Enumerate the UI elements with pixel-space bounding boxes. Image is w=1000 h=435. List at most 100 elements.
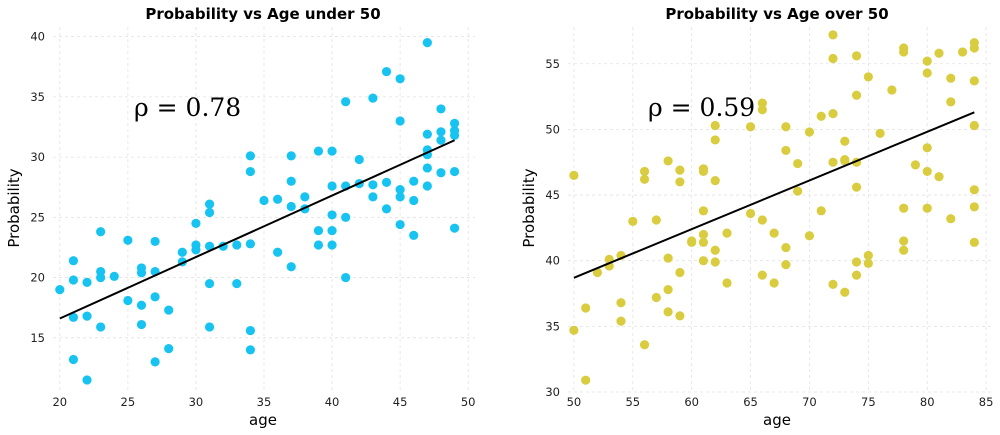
x-tick-label: 55 (625, 395, 640, 409)
data-point (177, 247, 187, 257)
x-tick-label: 75 (861, 395, 876, 409)
data-point (793, 186, 803, 196)
data-point (863, 250, 873, 261)
x-tick-label: 45 (393, 395, 408, 409)
data-point (409, 230, 419, 240)
x-tick-label: 80 (920, 395, 935, 409)
y-tick-label: 35 (30, 90, 45, 104)
x-tick-label: 50 (567, 395, 582, 409)
x-tick-label: 35 (257, 395, 272, 409)
data-point (663, 284, 673, 295)
data-point (969, 120, 979, 131)
data-point (82, 311, 92, 321)
x-tick-label: 20 (52, 395, 67, 409)
data-point (722, 228, 732, 238)
data-point (804, 231, 815, 241)
data-point (675, 311, 685, 321)
y-tick-label: 40 (30, 30, 45, 44)
data-point (899, 245, 909, 255)
data-point (204, 278, 215, 289)
data-point (757, 98, 767, 108)
data-point (327, 210, 337, 220)
data-point (922, 203, 932, 213)
data-point (863, 258, 873, 268)
data-point (698, 229, 709, 240)
y-axis-label: Probability (520, 168, 538, 247)
data-point (946, 97, 956, 107)
data-point (710, 176, 720, 186)
y-tick-label: 15 (30, 331, 45, 345)
data-point (286, 262, 296, 272)
correlation-annotation: ρ = 0.78 (134, 93, 241, 122)
data-point (449, 118, 460, 128)
data-point (946, 214, 956, 224)
data-point (675, 177, 685, 187)
data-point (910, 160, 921, 170)
data-point (109, 271, 119, 281)
data-point (651, 215, 661, 225)
data-point (436, 104, 446, 114)
y-tick-label: 30 (545, 385, 560, 399)
data-point (969, 202, 979, 212)
data-point (757, 105, 767, 115)
data-point (354, 154, 364, 165)
trend-line (573, 111, 975, 279)
x-axis-label: age (763, 411, 791, 429)
chart-under-50: 20 25 30 35 40 45 50 15 20 25 30 35 40 Probability v… (5, 5, 476, 429)
data-point (969, 185, 979, 195)
y-tick-label: 25 (30, 210, 45, 224)
data-point (313, 240, 324, 250)
data-point (436, 168, 446, 178)
data-point (757, 215, 767, 225)
data-point (245, 325, 255, 336)
data-point (341, 272, 351, 283)
data-point (368, 180, 378, 190)
data-point (663, 253, 673, 263)
data-point (136, 268, 147, 278)
data-point (722, 278, 732, 288)
data-point (828, 279, 838, 289)
data-point (922, 143, 932, 153)
data-point (828, 30, 838, 40)
data-point (395, 192, 405, 202)
scatter-points (569, 30, 979, 385)
y-axis-label: Probability (5, 168, 23, 247)
data-point (395, 116, 405, 126)
data-point (327, 181, 337, 191)
data-point (381, 204, 392, 214)
data-point (899, 203, 909, 213)
x-tick-label: 65 (743, 395, 758, 409)
data-point (327, 225, 337, 236)
data-point (204, 199, 215, 209)
data-point (745, 122, 756, 132)
y-tick-label: 20 (30, 271, 45, 285)
data-point (245, 151, 255, 161)
data-point (757, 270, 767, 280)
data-point (710, 135, 720, 145)
data-point (449, 166, 460, 177)
data-point (436, 135, 446, 145)
data-point (840, 156, 850, 166)
data-point (381, 66, 392, 77)
data-point (639, 174, 650, 184)
data-point (969, 43, 979, 53)
data-point (96, 272, 106, 283)
data-point (150, 236, 160, 247)
data-point (899, 236, 909, 246)
data-point (957, 47, 968, 57)
data-point (68, 312, 79, 322)
correlation-annotation: ρ = 0.59 (648, 93, 755, 122)
data-point (68, 256, 79, 266)
data-point (934, 172, 944, 182)
data-point (204, 241, 215, 251)
data-point (82, 277, 92, 287)
data-point (840, 136, 850, 146)
data-point (191, 218, 201, 228)
data-point (273, 194, 283, 204)
data-point (449, 130, 460, 141)
data-point (422, 163, 432, 173)
data-point (395, 219, 405, 230)
x-tick-label: 25 (121, 395, 136, 409)
data-point (68, 275, 79, 285)
data-point (639, 340, 650, 350)
